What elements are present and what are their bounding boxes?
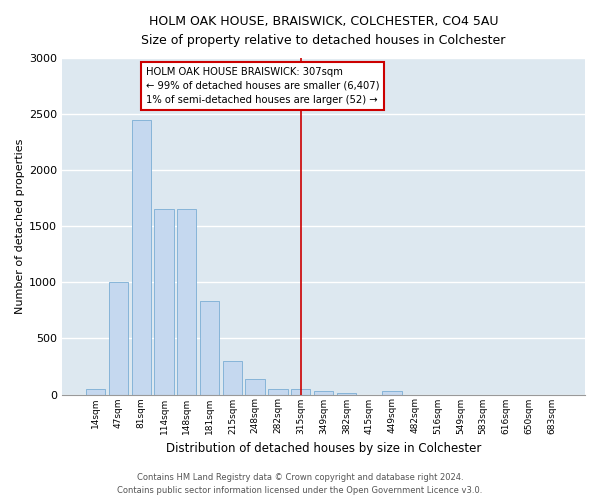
Text: Contains HM Land Registry data © Crown copyright and database right 2024.
Contai: Contains HM Land Registry data © Crown c…: [118, 474, 482, 495]
Bar: [337, 393, 356, 394]
Bar: [382, 392, 401, 394]
Bar: [268, 388, 287, 394]
Bar: [291, 388, 310, 394]
Bar: [177, 209, 196, 394]
Bar: [200, 301, 219, 394]
Text: HOLM OAK HOUSE BRAISWICK: 307sqm
← 99% of detached houses are smaller (6,407)
1%: HOLM OAK HOUSE BRAISWICK: 307sqm ← 99% o…: [146, 67, 379, 105]
Title: HOLM OAK HOUSE, BRAISWICK, COLCHESTER, CO4 5AU
Size of property relative to deta: HOLM OAK HOUSE, BRAISWICK, COLCHESTER, C…: [142, 15, 506, 47]
Bar: [314, 392, 333, 394]
X-axis label: Distribution of detached houses by size in Colchester: Distribution of detached houses by size …: [166, 442, 481, 455]
Bar: [245, 379, 265, 394]
Bar: [131, 120, 151, 394]
Y-axis label: Number of detached properties: Number of detached properties: [15, 138, 25, 314]
Bar: [223, 361, 242, 394]
Bar: [109, 282, 128, 395]
Bar: [154, 209, 173, 394]
Bar: [86, 388, 105, 394]
